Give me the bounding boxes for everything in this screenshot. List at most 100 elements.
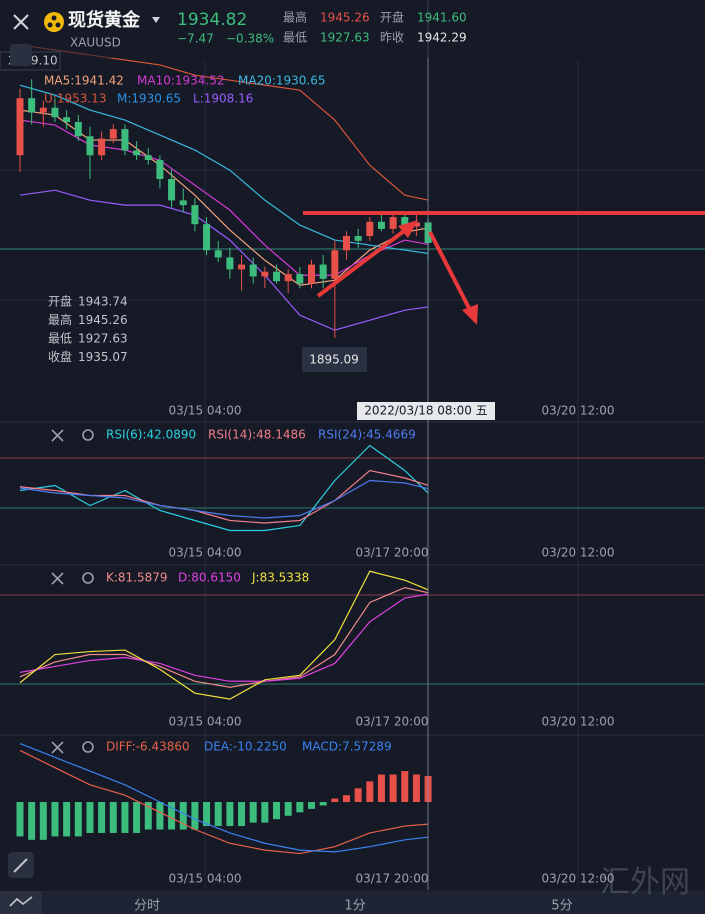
plot: [16, 44, 432, 855]
macd-bar: [319, 802, 327, 806]
info-value: 1935.07: [78, 350, 128, 364]
title: 现货黄金: [68, 9, 141, 31]
macd-bar: [179, 802, 187, 830]
legend-entry: D:80.6150: [178, 571, 241, 585]
info-label: 开盘: [48, 294, 72, 309]
settings-icon[interactable]: [82, 741, 94, 753]
indicator-line: [19, 743, 429, 853]
legend-entry: L:1908.16: [193, 92, 253, 106]
symbol: XAUUSD: [70, 36, 121, 50]
info-label: 收盘: [48, 349, 72, 364]
stat-label: 最高: [283, 10, 307, 25]
indicator-line: [19, 749, 429, 855]
macd-bar: [144, 802, 152, 830]
candle-body: [238, 264, 246, 270]
low-label: 1895.09: [309, 353, 359, 367]
arrow-drawing: [316, 226, 410, 298]
candle-body: [51, 107, 59, 118]
candle-body: [98, 138, 106, 156]
close-icon[interactable]: [51, 741, 64, 754]
macd-bar: [273, 802, 281, 820]
legend-entry: U:1953.13: [44, 92, 106, 106]
macd-bar: [51, 802, 59, 837]
arrow-drawing: [428, 231, 472, 311]
pencil-icon: [13, 858, 28, 873]
tab[interactable]: 1分: [344, 899, 365, 914]
legend-entry: MA5:1941.42: [44, 74, 124, 88]
close-icon[interactable]: [51, 572, 64, 585]
stat-value: 1945.26: [320, 11, 370, 25]
info-value: 1943.74: [78, 295, 128, 309]
settings-icon[interactable]: [82, 429, 94, 441]
arrowhead: [398, 220, 418, 238]
candle-body: [86, 136, 94, 156]
x-tick-label: 03/20 12:00: [542, 546, 615, 560]
macd-bar: [28, 802, 36, 840]
candle-body: [121, 129, 129, 151]
stat-value: 1942.29: [417, 31, 467, 45]
macd-bar: [86, 802, 94, 833]
close-icon[interactable]: [51, 429, 64, 442]
candle-body: [342, 236, 350, 251]
macd-bar: [191, 802, 199, 830]
x-tick-label: 03/15 04:00: [169, 404, 242, 418]
stat-label: 开盘: [380, 10, 404, 25]
candle-body: [389, 217, 397, 229]
candle-body: [63, 117, 71, 122]
indicator-line: [19, 479, 429, 519]
x-tick-label: 03/17 20:00: [356, 872, 429, 886]
close-button[interactable]: [13, 14, 29, 30]
candle-body: [284, 274, 292, 282]
candle-body: [191, 205, 199, 225]
macd-bar: [121, 802, 129, 833]
candle-body: [16, 98, 24, 156]
settings-icon[interactable]: [82, 572, 94, 584]
candle-body: [401, 217, 409, 227]
x-tick-label: 03/15 04:00: [169, 872, 242, 886]
macd-bar: [74, 802, 82, 837]
change-pct: −0.38%: [226, 32, 274, 46]
tab[interactable]: 5分: [551, 899, 572, 914]
price: 1934.82: [177, 10, 247, 30]
candle-body: [261, 271, 269, 277]
macd-bar: [16, 802, 24, 837]
candle-body: [28, 98, 36, 113]
macd-bar: [168, 802, 176, 830]
separators: [0, 421, 705, 736]
candle-body: [133, 150, 141, 156]
x-tick-label: 03/15 04:00: [169, 546, 242, 560]
macd-bar: [156, 802, 164, 830]
candle-body: [74, 121, 82, 137]
macd-bar: [226, 802, 234, 827]
low-tag: [302, 347, 367, 372]
macd-bar: [377, 774, 385, 803]
x-tick-label: 03/20 12:00: [542, 404, 615, 418]
info-label: 最高: [48, 312, 72, 327]
macd-bar: [133, 802, 141, 833]
macd-bar: [412, 774, 420, 803]
chart-icon: [9, 896, 33, 907]
x-tick-label: 03/17 20:00: [356, 546, 429, 560]
indicator-line: [19, 189, 429, 331]
coin-icon: [44, 12, 64, 32]
macd-bar: [238, 802, 246, 827]
macd-bar: [308, 802, 315, 809]
macd-bar: [342, 795, 350, 803]
dropdown[interactable]: [152, 17, 160, 23]
candle-body: [366, 221, 374, 237]
x-tick-label: 03/20 12:00: [542, 872, 615, 886]
legend-entry: MA20:1930.65: [238, 74, 326, 88]
info-value: 1927.63: [78, 332, 128, 346]
legend-entry: MA10:1934.52: [137, 74, 225, 88]
info-label: 最低: [48, 332, 72, 346]
candle-body: [109, 129, 117, 139]
legend-entry: RSI(6):42.0890: [106, 428, 196, 442]
tool-icon[interactable]: [10, 44, 32, 66]
macd-bar: [214, 802, 222, 827]
x-tick-label: 03/17 20:00: [356, 715, 429, 729]
tab[interactable]: 分时: [134, 899, 160, 914]
candle-body: [156, 160, 164, 180]
legend-entry: RSI(24):45.4669: [318, 428, 416, 442]
grid: [0, 60, 705, 890]
